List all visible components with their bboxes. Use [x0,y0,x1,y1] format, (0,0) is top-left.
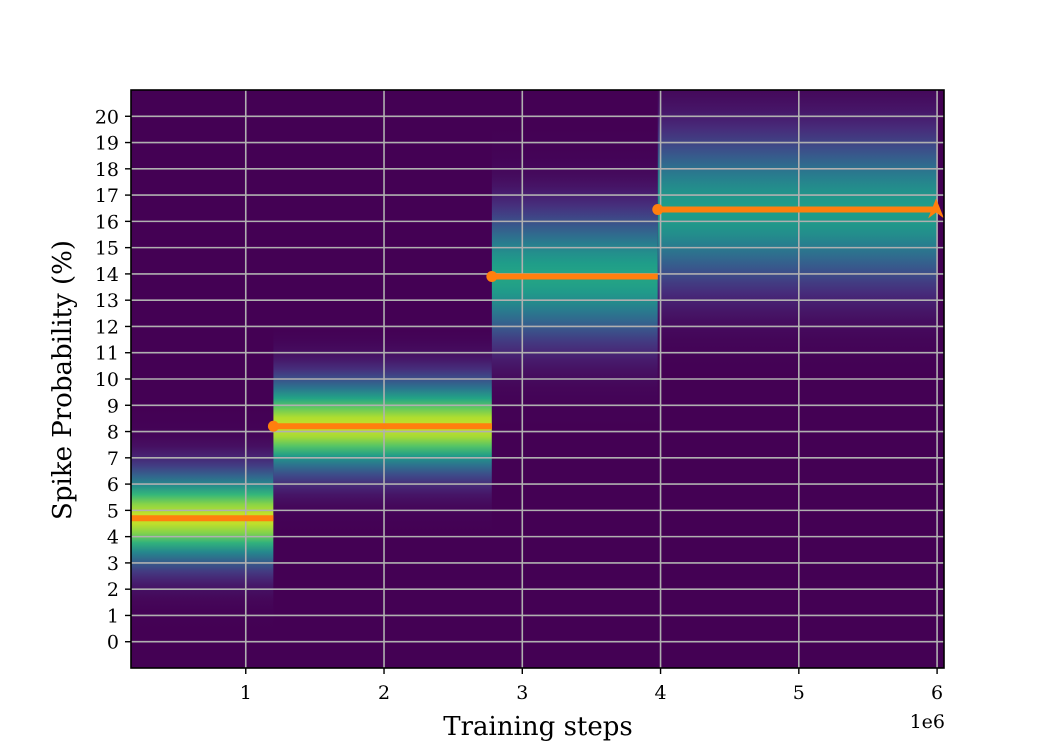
y-tick-label: 9 [107,395,119,417]
y-tick-label: 1 [107,605,119,627]
y-axis-label: Spike Probability (%) [48,240,78,520]
mean-point [267,420,279,432]
x-axis-offset-label: 1e6 [910,711,945,733]
x-tick-label: 2 [378,682,390,704]
y-tick-label: 6 [107,474,119,496]
y-tick-label: 20 [95,106,119,128]
arrow-marker [928,198,945,219]
y-tick-label: 8 [107,422,119,444]
axes [125,89,945,674]
y-tick-label: 19 [95,133,119,155]
x-tick-label: 4 [655,682,667,704]
mean-lines [131,198,945,522]
y-tick-label: 7 [107,448,119,470]
y-tick-label: 12 [95,316,119,338]
y-tick-label: 10 [95,369,119,391]
y-tick-label: 0 [107,632,119,654]
x-tick-label: 1 [240,682,252,704]
y-tick-label: 13 [95,290,119,312]
x-tick-label: 6 [931,682,943,704]
x-tick-label: 5 [793,682,805,704]
mean-point [486,271,498,283]
x-tick-label: 3 [516,682,528,704]
grid [131,90,944,668]
y-tick-label: 14 [95,264,119,286]
y-tick-label: 2 [107,579,119,601]
y-tick-label: 16 [95,211,119,233]
y-tick-label: 15 [95,238,119,260]
y-tick-label: 11 [95,343,119,365]
y-tick-label: 5 [107,500,119,522]
y-tick-label: 17 [95,185,119,207]
mean-point [652,204,664,216]
y-tick-label: 18 [95,159,119,181]
y-tick-label: 3 [107,553,119,575]
x-axis-label: Training steps [443,712,632,742]
y-tick-label: 4 [107,527,119,549]
